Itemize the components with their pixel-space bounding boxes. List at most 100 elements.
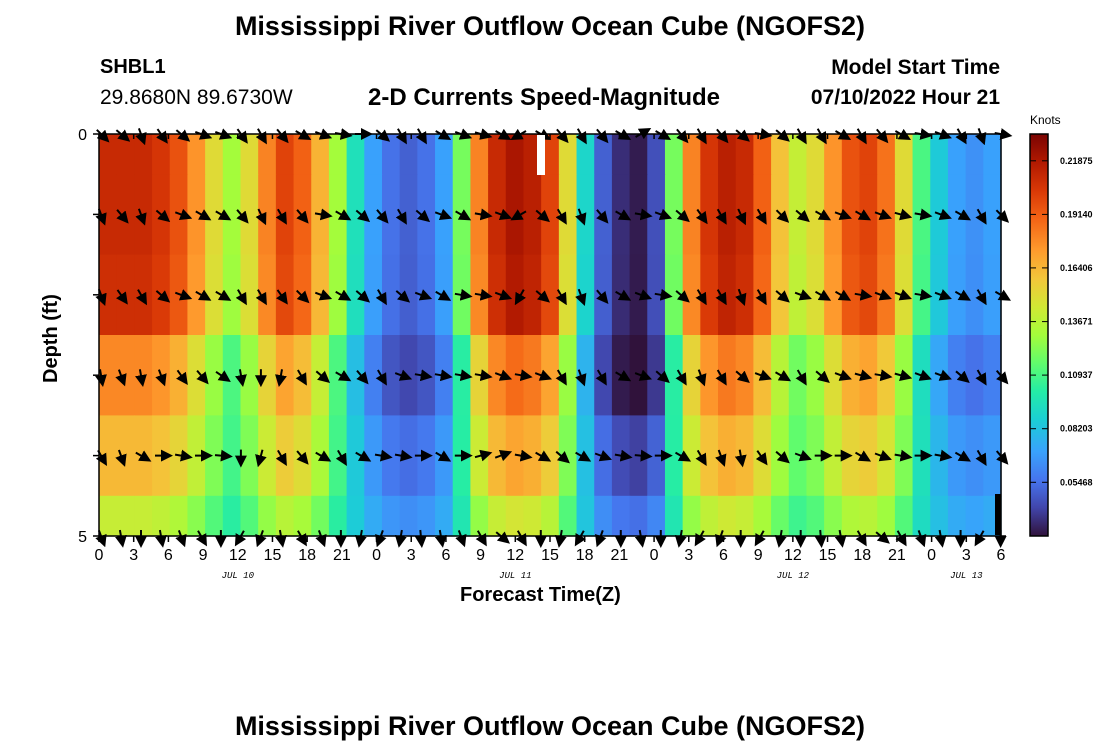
- heatmap-cell: [169, 335, 189, 416]
- current-arrow: [715, 208, 727, 225]
- current-arrow: [195, 209, 212, 221]
- current-arrow: [375, 289, 387, 306]
- heatmap-cell: [558, 134, 578, 175]
- current-arrow: [176, 369, 188, 386]
- heatmap-cell: [682, 495, 701, 537]
- current-arrow: [215, 370, 231, 382]
- heatmap-cell: [700, 174, 719, 256]
- x-tick-label: 21: [333, 547, 351, 564]
- current-arrow: [135, 369, 147, 388]
- colorbar-tick-label: 0.10937: [1060, 370, 1093, 380]
- heatmap-cell: [771, 134, 790, 175]
- heatmap-cell: [505, 335, 525, 416]
- current-arrow: [775, 450, 790, 464]
- current-arrow: [374, 449, 393, 462]
- current-arrow: [794, 289, 812, 301]
- heatmap-cell: [594, 335, 613, 416]
- heatmap-cell: [735, 335, 754, 416]
- heatmap-cell: [435, 415, 454, 497]
- heatmap-cell: [399, 134, 418, 175]
- heatmap-cell: [258, 415, 277, 497]
- x-tick-label: 9: [754, 547, 763, 564]
- x-tick-label: 6: [997, 547, 1006, 564]
- heatmap-cell: [328, 495, 348, 537]
- current-arrow: [555, 450, 570, 464]
- heatmap-cell: [293, 415, 312, 497]
- heatmap-cell: [99, 415, 118, 497]
- x-tick-label: 6: [441, 547, 450, 564]
- current-arrow: [675, 290, 690, 303]
- heatmap-cell: [824, 174, 843, 256]
- colorbar-tick-label: 0.21875: [1060, 156, 1093, 166]
- current-arrow: [314, 208, 333, 221]
- chart-title: Mississippi River Outflow Ocean Cube (NG…: [234, 11, 866, 41]
- heatmap-cell: [682, 174, 701, 256]
- heatmap-cell: [664, 134, 684, 175]
- heatmap-cell: [965, 134, 984, 175]
- current-arrow: [535, 450, 552, 462]
- heatmap-cell: [576, 415, 595, 497]
- current-arrow: [394, 449, 413, 462]
- x-axis-label: Forecast Time(Z): [460, 584, 621, 606]
- current-arrow: [934, 208, 952, 221]
- heatmap-cell: [364, 174, 383, 256]
- heatmap-cell: [187, 495, 206, 537]
- heatmap-cell: [947, 254, 967, 336]
- heatmap-cell: [452, 134, 472, 175]
- current-arrow: [654, 288, 673, 301]
- current-arrow: [435, 450, 452, 462]
- heatmap-cell: [275, 134, 295, 175]
- current-arrow: [555, 289, 567, 306]
- heatmap-cell: [824, 335, 843, 416]
- heatmap-cell: [700, 335, 719, 416]
- x-tick-label: 3: [407, 547, 416, 564]
- heatmap-cell: [753, 495, 772, 537]
- heatmap-cell: [788, 254, 808, 336]
- heatmap-cell: [541, 174, 560, 256]
- x-tick-label: 6: [164, 547, 173, 564]
- current-arrow: [135, 450, 152, 462]
- heatmap-cell: [488, 134, 507, 175]
- heatmap-cell: [664, 495, 684, 537]
- current-arrow: [934, 289, 952, 301]
- current-arrow: [695, 449, 707, 466]
- heatmap-cell: [169, 495, 189, 537]
- heatmap-cell: [134, 174, 153, 256]
- y-tick-label: 0: [78, 127, 87, 144]
- current-arrow: [215, 209, 232, 221]
- current-arrow: [654, 208, 673, 221]
- current-arrow: [215, 289, 232, 301]
- current-arrow: [854, 288, 873, 301]
- heatmap-cell: [806, 254, 825, 336]
- heatmap-cell: [240, 495, 259, 537]
- heatmap-cell: [364, 134, 383, 175]
- heatmap-cell: [205, 134, 224, 175]
- heatmap-cell: [841, 495, 861, 537]
- heatmap-cell: [328, 254, 348, 336]
- current-arrow: [634, 449, 653, 462]
- heatmap-cell: [205, 415, 224, 497]
- heatmap-cell: [488, 335, 507, 416]
- colorbar: [1029, 133, 1049, 537]
- model-start-label: Model Start Time: [831, 56, 1000, 79]
- x-tick-label: 21: [888, 547, 906, 564]
- heatmap-cell: [576, 495, 595, 537]
- missing-data-gap: [537, 135, 545, 175]
- heatmap-cell: [222, 134, 242, 175]
- current-arrow: [854, 369, 873, 381]
- heatmap-cell: [346, 254, 365, 336]
- heatmap-cell: [753, 415, 772, 497]
- heatmap-cell: [381, 495, 401, 537]
- current-arrow: [255, 208, 267, 226]
- heatmap-cell: [541, 254, 560, 336]
- current-arrow: [835, 289, 852, 301]
- colorbar-tick-label: 0.13671: [1060, 317, 1093, 327]
- heatmap-cell: [152, 495, 171, 537]
- x-tick-label: 12: [229, 547, 247, 564]
- current-arrow: [535, 290, 550, 303]
- heatmap-cell: [435, 495, 454, 537]
- heatmap-cell: [364, 335, 383, 416]
- current-arrow: [855, 450, 872, 462]
- current-arrow: [975, 289, 987, 306]
- current-arrow: [95, 369, 107, 388]
